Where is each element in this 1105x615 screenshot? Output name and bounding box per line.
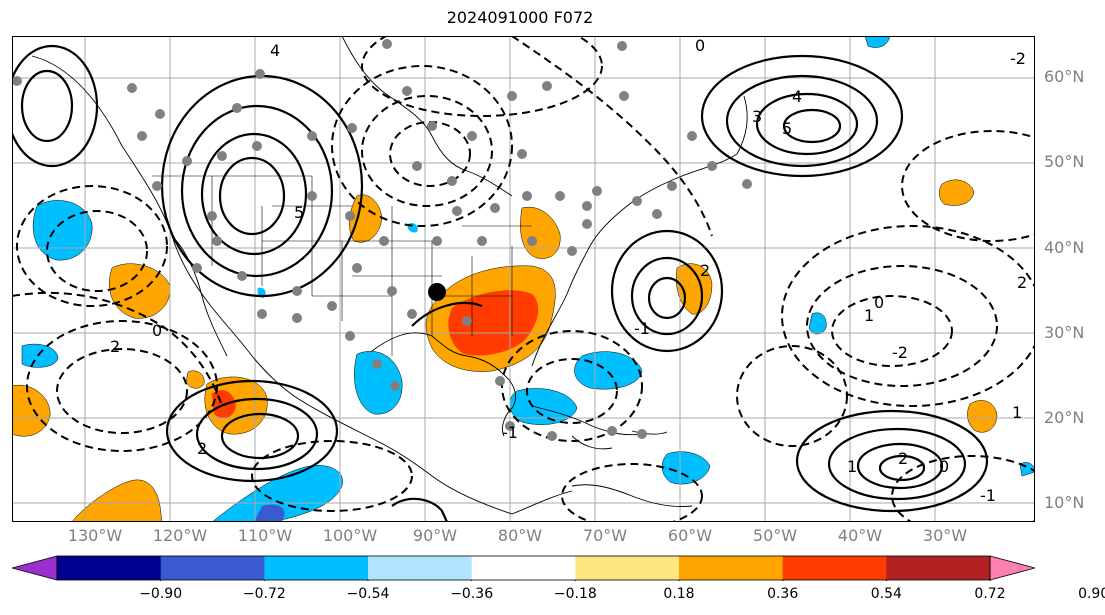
contour-label: -2 — [892, 343, 908, 362]
colorbar-extend-max — [989, 555, 1035, 581]
colorbar-segments — [12, 555, 1035, 581]
lon-label-110w: 110°W — [237, 526, 293, 545]
map-title: 2024091000 F072 — [446, 8, 594, 27]
lon-label-70w: 70°W — [582, 526, 628, 545]
contour-labels: 0 2 -1 4 5 3 1 -2 0 2 1 -1 2 0 4 5 2 -2 … — [110, 36, 1027, 505]
graticule — [12, 36, 1035, 522]
contour-label: 0 — [939, 457, 949, 476]
contour-label: -1 — [980, 486, 996, 505]
colorbar-segment — [264, 556, 369, 580]
lon-label-30w: 30°W — [922, 526, 968, 545]
contour-label: 2 — [898, 449, 908, 468]
lat-label-30n: 30°N — [1044, 323, 1085, 342]
colorbar-tick-label: 0.72 — [974, 586, 1006, 602]
colorbar-segment — [886, 556, 991, 580]
contour-label: 3 — [752, 107, 762, 126]
lon-label-80w: 80°W — [497, 526, 543, 545]
colorbar-tick-label: 0.90 — [1078, 586, 1105, 602]
lat-label-60n: 60°N — [1044, 67, 1085, 86]
colorbar-segment — [368, 556, 473, 580]
contour-label: 2 — [110, 337, 120, 356]
station-markers — [12, 39, 752, 441]
lon-label-100w: 100°W — [322, 526, 378, 545]
colorbar-tick-label: −0.90 — [139, 586, 183, 602]
solid-contours — [12, 44, 989, 522]
lat-label-10n: 10°N — [1044, 493, 1085, 512]
selected-station-marker — [428, 283, 446, 301]
lon-label-90w: 90°W — [412, 526, 458, 545]
lat-label-40n: 40°N — [1044, 238, 1085, 257]
weather-map: 0 2 -1 4 5 3 1 -2 0 2 1 -1 2 0 4 5 2 -2 … — [12, 36, 1035, 522]
colorbar-tick-label: −0.54 — [346, 586, 390, 602]
map-frame — [12, 36, 1035, 522]
contour-label: 1 — [1012, 403, 1022, 422]
contour-label: 5 — [782, 119, 792, 138]
colorbar-tick-label: 0.18 — [663, 586, 695, 602]
colorbar-segment — [575, 556, 680, 580]
contour-label: 1 — [864, 306, 874, 325]
colorbar-segment — [57, 556, 162, 580]
lat-label-50n: 50°N — [1044, 152, 1085, 171]
contour-label: 2 — [1017, 273, 1027, 292]
coastlines — [31, 36, 748, 515]
colorbar-tick-label: −0.36 — [450, 586, 494, 602]
lon-label-120w: 120°W — [152, 526, 208, 545]
contour-label: 2 — [197, 439, 207, 458]
lon-label-130w: 130°W — [67, 526, 123, 545]
colorbar-tick-label: −0.18 — [553, 586, 597, 602]
colorbar-frame — [56, 555, 991, 581]
colorbar-segment — [679, 556, 784, 580]
contour-label: 2 — [700, 261, 710, 280]
contour-label: 0 — [695, 36, 705, 55]
colorbar-tick-label: −0.72 — [242, 586, 286, 602]
positive-anomaly-areas — [12, 179, 998, 522]
lon-label-40w: 40°W — [837, 526, 883, 545]
contour-label: -2 — [1010, 49, 1026, 68]
colorbar-segment — [782, 556, 887, 580]
negative-anomaly-areas — [21, 36, 1035, 522]
colorbar-tick-label: 0.54 — [870, 586, 902, 602]
contour-label: -1 — [502, 423, 518, 442]
contour-label: 4 — [270, 41, 280, 60]
colorbar — [12, 555, 1035, 581]
contour-label: -1 — [634, 319, 650, 338]
lat-label-20n: 20°N — [1044, 408, 1085, 427]
colorbar-tick-label: 0.36 — [767, 586, 799, 602]
colorbar-segment — [471, 556, 576, 580]
contour-label: 5 — [294, 203, 304, 222]
contour-label: 4 — [792, 87, 802, 106]
lon-label-60w: 60°W — [667, 526, 713, 545]
colorbar-extend-min — [12, 555, 58, 581]
lon-label-50w: 50°W — [752, 526, 798, 545]
contour-label: 1 — [847, 457, 857, 476]
contour-label: 0 — [874, 293, 884, 312]
contour-label: 0 — [152, 321, 162, 340]
colorbar-segment — [160, 556, 265, 580]
